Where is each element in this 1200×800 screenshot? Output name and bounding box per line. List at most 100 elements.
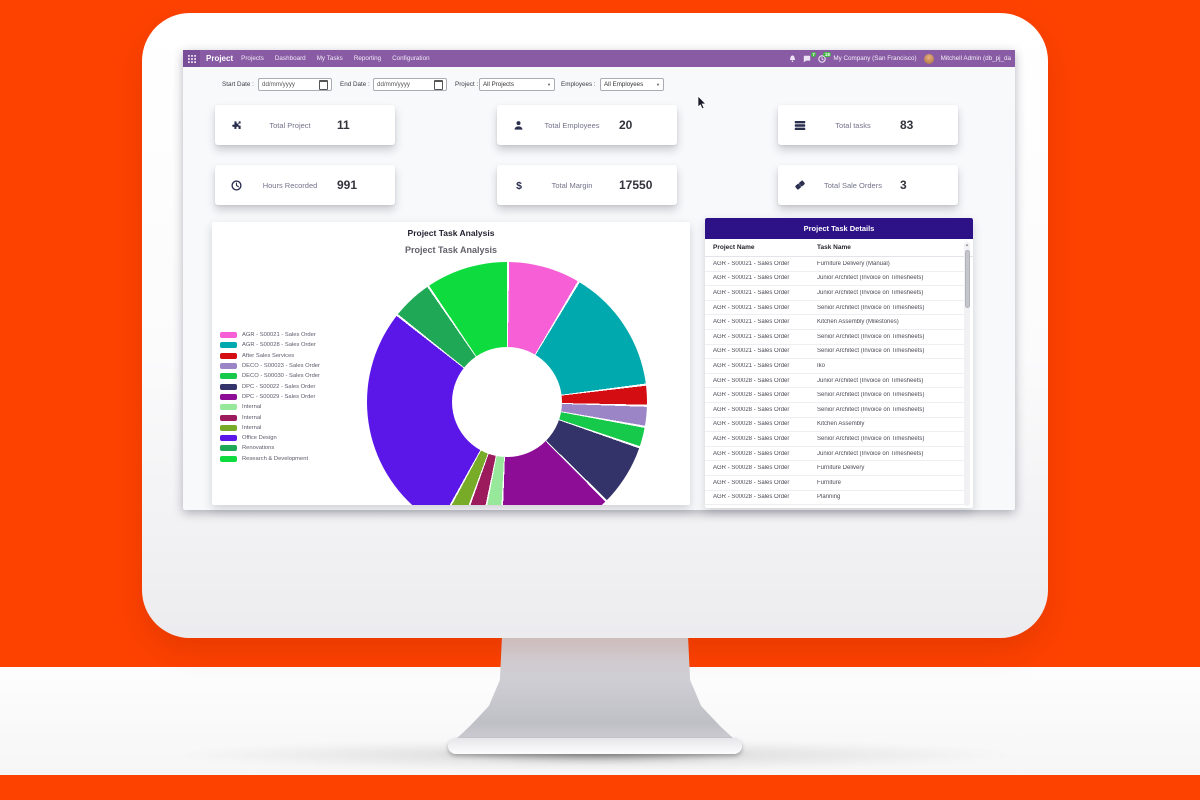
puzzle-icon <box>231 120 257 131</box>
nav-item-my-tasks[interactable]: My Tasks <box>316 55 343 62</box>
cell-project-name: AGR - S00021 - Sales Order <box>713 362 790 369</box>
cell-project-name: AGR - S00021 - Sales Order <box>713 304 790 311</box>
kpi-value: 17550 <box>619 178 653 192</box>
legend-item[interactable]: Internal <box>220 402 360 412</box>
systray: 7 18 My Company (San Francisco) Mitchell… <box>789 51 1015 64</box>
scrollbar-track[interactable] <box>964 242 970 506</box>
avatar[interactable] <box>923 53 934 64</box>
activities-badge: 18 <box>823 51 832 57</box>
navbar: Project Projects Dashboard My Tasks Reporti… <box>183 50 1015 67</box>
company-switcher[interactable]: My Company (San Francisco) <box>833 55 917 62</box>
table-row[interactable]: AGR - S00021 - Sales Order Iko <box>705 359 965 374</box>
legend-item[interactable]: DECO - S00023 - Sales Order <box>220 361 360 371</box>
table-row[interactable]: AGR - S00028 - Sales Order Kitchen Assemb… <box>705 418 965 433</box>
legend-swatch <box>220 342 237 349</box>
user-menu[interactable]: Mitchell Admin (db_pj_da <box>940 55 1011 62</box>
cell-task-name: Kitchen Assembly (Milestones) <box>817 319 899 326</box>
legend-swatch <box>220 435 237 442</box>
app-title[interactable]: Project <box>206 54 234 63</box>
scrollbar-up-icon[interactable]: ▲ <box>965 242 969 247</box>
legend-swatch <box>220 383 237 390</box>
chart-legend: AGR - S00021 - Sales Order AGR - S00028 -… <box>220 330 360 464</box>
bell-icon[interactable] <box>789 55 796 63</box>
table-row[interactable]: AGR - S00021 - Sales Order Furniture Deli… <box>705 257 965 272</box>
legend-item[interactable]: DPC - S00029 - Sales Order <box>220 392 360 402</box>
start-date-label: Start Date : <box>222 81 254 88</box>
cell-task-name: Senior Architect (Invoice on Timesheets) <box>817 333 925 340</box>
table-row[interactable]: AGR - S00021 - Sales Order Senior Archite… <box>705 345 965 360</box>
legend-swatch <box>220 414 237 421</box>
chevron-down-icon: ▼ <box>656 82 660 87</box>
nav-item-projects[interactable]: Projects <box>241 55 264 62</box>
table-row[interactable]: AGR - S00021 - Sales Order Kitchen Assemb… <box>705 315 965 330</box>
scrollbar-thumb[interactable] <box>964 250 970 308</box>
legend-swatch <box>220 424 237 431</box>
employees-select-value: All Employees <box>604 81 644 88</box>
legend-item[interactable]: DPC - S00022 - Sales Order <box>220 381 360 391</box>
table-row[interactable]: AGR - S00028 - Sales Order Senior Archite… <box>705 403 965 418</box>
legend-item[interactable]: Research & Development <box>220 454 360 464</box>
legend-label: Internal <box>242 414 262 421</box>
cell-task-name: Senior Architect (Invoice on Timesheets) <box>817 304 925 311</box>
legend-swatch <box>220 363 237 370</box>
start-date-value: dd/mm/yyyy <box>262 81 296 88</box>
cell-project-name: AGR - S00028 - Sales Order <box>713 435 790 442</box>
start-date-input[interactable]: dd/mm/yyyy <box>258 78 332 91</box>
col-project-name: Project Name <box>713 244 755 251</box>
legend-item[interactable]: DECO - S00030 - Sales Order <box>220 371 360 381</box>
activities-icon[interactable]: 18 <box>818 51 832 63</box>
table-row[interactable]: AGR - S00028 - Sales Order Junior Archite… <box>705 374 965 389</box>
legend-item[interactable]: Renovations <box>220 443 360 453</box>
table-row[interactable]: AGR - S00028 - Sales Order Furniture Deli… <box>705 461 965 476</box>
project-select[interactable]: All Projects ▼ <box>479 78 555 91</box>
table-row[interactable]: AGR - S00028 - Sales Order Furniture <box>705 476 965 491</box>
legend-item[interactable]: After Sales Services <box>220 351 360 361</box>
end-date-input[interactable]: dd/mm/yyyy <box>373 78 447 91</box>
table-row[interactable]: AGR - S00021 - Sales Order Senior Archite… <box>705 330 965 345</box>
kpi-value: 20 <box>619 118 633 132</box>
cell-task-name: Furniture Delivery <box>817 465 865 472</box>
chart-card-title: Project Task Analysis <box>407 228 495 238</box>
legend-label: Renovations <box>242 445 275 452</box>
kpi-label: Total tasks <box>835 120 871 130</box>
nav-item-dashboard[interactable]: Dashboard <box>274 55 306 62</box>
table-row[interactable]: AGR - S00021 - Sales Order Junior Archite… <box>705 272 965 287</box>
end-date-label: End Date : <box>340 81 370 88</box>
table-row[interactable]: AGR - S00028 - Sales Order Planning <box>705 491 965 506</box>
legend-item[interactable]: Office Design <box>220 433 360 443</box>
monitor-stand-base <box>448 738 742 754</box>
kpi-card-total-project: Total Project 11 <box>215 105 395 145</box>
nav-item-reporting[interactable]: Reporting <box>353 55 382 62</box>
kpi-value: 11 <box>337 118 350 132</box>
legend-item[interactable]: Internal <box>220 412 360 422</box>
table-row[interactable]: AGR - S00021 - Sales Order Senior Archite… <box>705 301 965 316</box>
table-row[interactable]: AGR - S00021 - Sales Order Junior Archite… <box>705 286 965 301</box>
employees-select[interactable]: All Employees ▼ <box>600 78 664 91</box>
legend-item[interactable]: AGR - S00021 - Sales Order <box>220 330 360 340</box>
kpi-label: Total Project <box>269 120 311 130</box>
legend-label: AGR - S00028 - Sales Order <box>242 342 316 349</box>
cell-task-name: Senior Architect (Invoice on Timesheets) <box>817 348 925 355</box>
cell-project-name: AGR - S00028 - Sales Order <box>713 465 790 472</box>
legend-item[interactable]: Internal <box>220 423 360 433</box>
table-card-header: Project Task Details <box>705 218 973 239</box>
messages-icon[interactable]: 7 <box>803 51 817 63</box>
ticket-icon <box>794 179 820 191</box>
legend-swatch <box>220 373 237 380</box>
dollar-icon: $ <box>513 179 539 191</box>
legend-item[interactable]: AGR - S00028 - Sales Order <box>220 340 360 350</box>
table-row[interactable]: AGR - S00028 - Sales Order Junior Archite… <box>705 447 965 462</box>
cell-project-name: AGR - S00021 - Sales Order <box>713 275 790 282</box>
nav-item-configuration[interactable]: Configuration <box>392 55 430 62</box>
table-row[interactable]: AGR - S00028 - Sales Order Senior Archite… <box>705 388 965 403</box>
legend-swatch <box>220 332 237 339</box>
legend-label: DPC - S00022 - Sales Order <box>242 383 316 390</box>
col-task-name: Task Name <box>817 244 851 251</box>
cell-project-name: AGR - S00028 - Sales Order <box>713 377 790 384</box>
cell-task-name: Junior Architect (Invoice on Timesheets) <box>817 275 924 282</box>
kpi-value: 83 <box>900 118 914 132</box>
apps-grid-icon[interactable] <box>183 50 200 67</box>
cell-project-name: AGR - S00028 - Sales Order <box>713 406 790 413</box>
table-row[interactable]: AGR - S00028 - Sales Order Senior Archite… <box>705 432 965 447</box>
mouse-cursor <box>697 95 707 115</box>
